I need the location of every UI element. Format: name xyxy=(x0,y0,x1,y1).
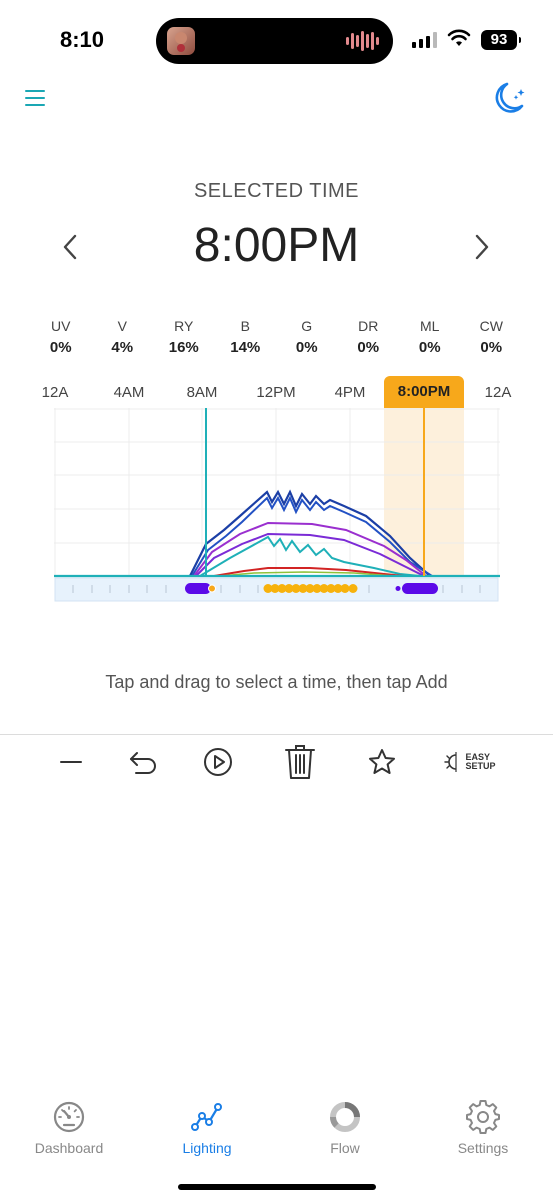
series-blue-outer xyxy=(189,489,431,577)
schedule-points-evening xyxy=(395,583,438,594)
nav-item-lighting[interactable]: Lighting xyxy=(152,1100,262,1156)
nav-label: Settings xyxy=(457,1140,509,1156)
dynamic-island xyxy=(156,18,393,64)
divider xyxy=(0,734,553,735)
tick-label: 4PM xyxy=(334,384,366,401)
gauge-icon xyxy=(53,1101,85,1133)
series-blue-inner xyxy=(191,495,433,577)
tick-label: 8AM xyxy=(186,384,218,401)
trash-icon xyxy=(285,745,315,779)
tick-label: 12PM xyxy=(256,384,296,401)
channel-value: 0% xyxy=(418,339,441,356)
channel-name: CW xyxy=(479,318,503,334)
tick-label: 12A xyxy=(484,384,512,401)
series-teal xyxy=(199,535,421,577)
easy-setup-line2: SETUP xyxy=(465,761,496,771)
channel-name: ML xyxy=(420,318,440,334)
chart-line-icon xyxy=(191,1103,222,1131)
series-purple xyxy=(193,521,427,577)
now-playing-avatar xyxy=(167,27,195,55)
timeline-ticks xyxy=(72,585,481,593)
menu-icon[interactable] xyxy=(25,90,45,106)
toolbar: EASY SETUP xyxy=(0,740,553,784)
play-button[interactable] xyxy=(198,740,238,784)
easy-setup-label: EASY SETUP xyxy=(465,753,495,771)
tick-label: 12A xyxy=(41,384,69,401)
tick-label: 4AM xyxy=(113,384,145,401)
battery-indicator: 93 xyxy=(481,30,521,50)
channel-cw[interactable]: CW 0% xyxy=(461,318,523,356)
channel-ml[interactable]: ML 0% xyxy=(399,318,461,356)
channel-value: 0% xyxy=(357,339,380,356)
easy-setup-line1: EASY xyxy=(465,752,490,762)
channel-b[interactable]: B 14% xyxy=(215,318,277,356)
instruction-hint: Tap and drag to select a time, then tap … xyxy=(105,672,448,692)
series-red xyxy=(213,567,405,577)
nav-label: Flow xyxy=(330,1140,360,1156)
nav-label: Dashboard xyxy=(34,1140,104,1156)
gear-icon xyxy=(466,1100,500,1134)
channel-g[interactable]: G 0% xyxy=(276,318,338,356)
previous-time-arrow-icon[interactable] xyxy=(58,232,82,262)
favorite-button[interactable] xyxy=(362,740,402,784)
audio-wave-icon xyxy=(346,30,379,52)
easy-setup-button[interactable]: EASY SETUP xyxy=(444,740,496,784)
schedule-points-midday xyxy=(263,584,358,593)
nav-item-flow[interactable]: Flow xyxy=(290,1100,400,1156)
channel-name: DR xyxy=(358,318,379,334)
nav-item-dashboard[interactable]: Dashboard xyxy=(14,1100,124,1156)
status-bar: 8:10 93 xyxy=(0,0,553,80)
channel-name: RY xyxy=(174,318,194,334)
easy-setup-icon xyxy=(444,752,458,772)
star-icon xyxy=(369,749,395,774)
next-time-arrow-icon[interactable] xyxy=(470,232,494,262)
delete-button[interactable] xyxy=(280,740,320,784)
nav-item-settings[interactable]: Settings xyxy=(428,1100,538,1156)
channel-name: UV xyxy=(51,318,71,334)
chart-grid xyxy=(54,408,500,576)
channel-dr[interactable]: DR 0% xyxy=(338,318,400,356)
selected-time-tick[interactable]: 8:00PM xyxy=(384,376,464,408)
undo-icon xyxy=(130,752,156,774)
wifi-icon xyxy=(447,29,471,46)
moon-stars-icon[interactable] xyxy=(490,80,530,116)
flow-ring-icon xyxy=(329,1102,360,1132)
channel-value: 0% xyxy=(49,339,72,356)
selected-time-value: 8:00PM xyxy=(193,219,360,272)
channel-v[interactable]: V 4% xyxy=(92,318,154,356)
channel-name: B xyxy=(240,318,250,334)
series-green xyxy=(219,571,395,577)
channel-value: 0% xyxy=(480,339,503,356)
remove-button[interactable] xyxy=(51,740,91,784)
bottom-navigation: Dashboard Lighting Flow Settings xyxy=(0,1100,553,1170)
minus-icon xyxy=(60,761,82,763)
channel-value: 0% xyxy=(295,339,318,356)
series-violet xyxy=(195,532,425,577)
schedule-points-morning xyxy=(185,583,211,594)
play-icon xyxy=(204,748,232,776)
selected-time-label: SELECTED TIME xyxy=(193,180,360,202)
channel-value: 4% xyxy=(111,339,134,356)
undo-button[interactable] xyxy=(123,740,163,784)
nav-label: Lighting xyxy=(182,1140,232,1156)
channel-ry[interactable]: RY 16% xyxy=(153,318,215,356)
channel-uv[interactable]: UV 0% xyxy=(30,318,92,356)
home-indicator xyxy=(178,1184,376,1190)
lighting-schedule-chart[interactable] xyxy=(54,408,500,603)
channel-name: G xyxy=(301,318,313,334)
channel-values: UV 0% V 4% RY 16% B 14% G 0% DR 0% ML 0%… xyxy=(30,318,522,356)
cellular-signal-icon xyxy=(412,32,437,48)
channel-name: V xyxy=(117,318,127,334)
channel-value: 16% xyxy=(168,339,199,356)
channel-value: 14% xyxy=(230,339,261,356)
status-time: 8:10 xyxy=(60,27,105,52)
time-axis: 8:00PM 12A 4AM 8AM 12PM 4PM 12A xyxy=(0,376,553,408)
